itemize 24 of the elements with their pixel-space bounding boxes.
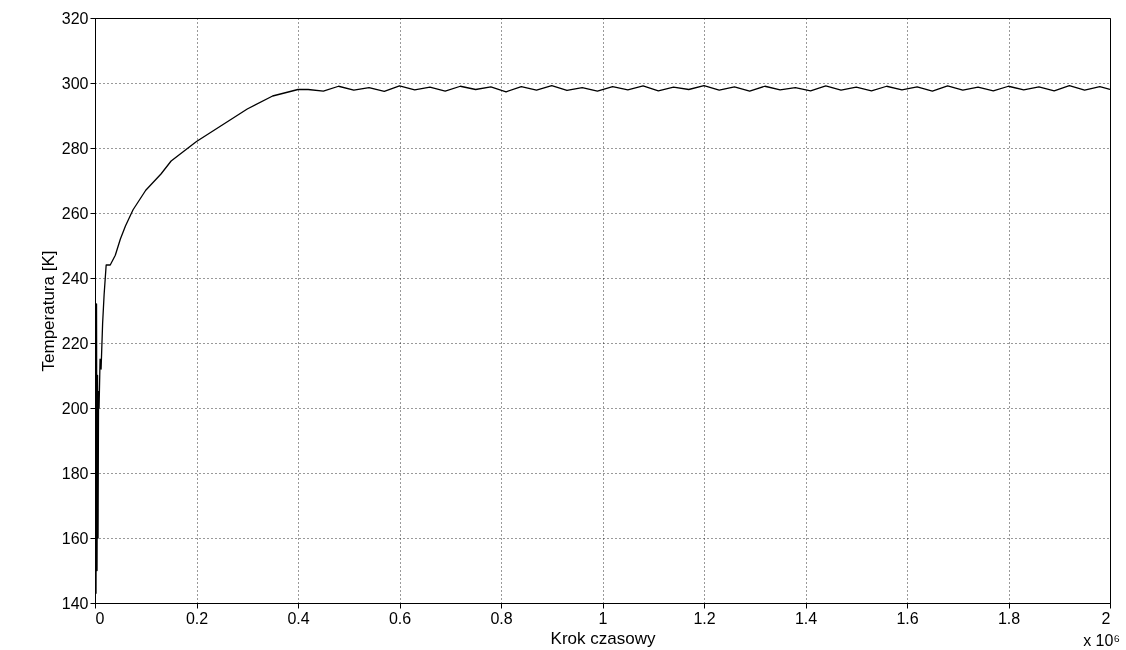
x-tick-label: 2 (1101, 609, 1111, 627)
x-tick-label: 1.2 (693, 609, 716, 627)
y-tick-label: 140 (61, 594, 89, 612)
x-tick-label: 0.2 (185, 609, 209, 627)
y-tick-label: 240 (61, 269, 89, 287)
x-tick-label: 1.8 (997, 609, 1021, 627)
y-axis-title: Temperatura [K] (38, 250, 58, 372)
x-tick-label: 0.8 (490, 609, 513, 627)
x-tick-label: 1.6 (896, 609, 919, 627)
y-tick-label: 180 (61, 464, 89, 482)
y-tick-label: 220 (61, 334, 89, 352)
x-tick-label: 1 (598, 609, 608, 627)
x-tick-label: 0.6 (388, 609, 412, 627)
x-tick-label: 0.4 (287, 609, 310, 627)
y-tick-label: 320 (61, 9, 89, 27)
text: x 10⁶ (1083, 632, 1120, 649)
y-tick-label: 160 (61, 529, 89, 547)
x-tick-label: 0 (95, 609, 105, 627)
y-tick-label: 300 (61, 74, 89, 92)
x-axis-title: Krok czasowy (550, 628, 656, 648)
x-tick-label: 1.4 (794, 609, 818, 627)
y-tick-label: 280 (61, 139, 89, 157)
y-tick-label: 260 (61, 204, 89, 222)
y-tick-label: 200 (61, 399, 89, 417)
